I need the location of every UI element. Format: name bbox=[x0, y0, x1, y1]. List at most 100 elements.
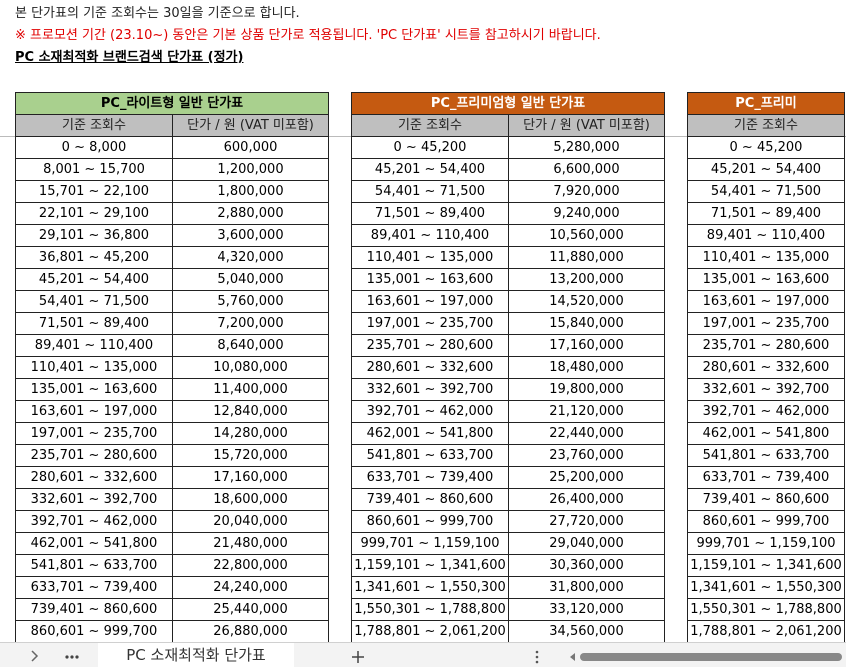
data-row: 999,701 ~ 1,159,100 29,040,000 bbox=[351, 532, 666, 555]
view-range: 71,501 ~ 89,400 bbox=[687, 202, 845, 225]
data-row: 860,601 ~ 999,700 26,880,000 bbox=[15, 620, 330, 643]
sheet-tab[interactable]: PC 소재최적화 단가표 bbox=[98, 643, 294, 667]
price: 11,400,000 bbox=[171, 378, 330, 401]
title-row: PC_프리미 bbox=[687, 92, 845, 115]
next-sheet-button[interactable] bbox=[31, 650, 39, 662]
data-row: 541,801 ~ 633,700 23,760,000 bbox=[351, 444, 666, 467]
price: 7,920,000 bbox=[507, 180, 666, 203]
column-header: 기준 조회수 bbox=[687, 114, 845, 137]
sheet-tab-bar: PC 소재최적화 단가표 bbox=[0, 642, 846, 667]
view-range: 163,601 ~ 197,000 bbox=[687, 290, 845, 313]
data-row: 392,701 ~ 462,000 20,040,000 bbox=[15, 510, 330, 533]
data-row: 163,601 ~ 197,000 12,840,000 bbox=[15, 400, 330, 423]
data-row: 71,501 ~ 89,400 bbox=[687, 202, 845, 225]
scroll-left[interactable] bbox=[570, 653, 575, 661]
view-range: 392,701 ~ 462,000 bbox=[687, 400, 845, 423]
price: 5,760,000 bbox=[171, 290, 330, 313]
view-range: 860,601 ~ 999,700 bbox=[15, 620, 173, 643]
view-range: 89,401 ~ 110,400 bbox=[687, 224, 845, 247]
header-row: 기준 조회수 단가 / 원 (VAT 미포함) bbox=[15, 114, 330, 137]
data-row: 633,701 ~ 739,400 bbox=[687, 466, 845, 489]
price: 14,520,000 bbox=[507, 290, 666, 313]
price: 12,840,000 bbox=[171, 400, 330, 423]
view-range: 462,001 ~ 541,800 bbox=[351, 422, 509, 445]
column-header: 기준 조회수 bbox=[15, 114, 173, 137]
view-range: 235,701 ~ 280,600 bbox=[15, 444, 173, 467]
data-row: 1,341,601 ~ 1,550,300 bbox=[687, 576, 845, 599]
data-row: 110,401 ~ 135,000 10,080,000 bbox=[15, 356, 330, 379]
view-range: 0 ~ 45,200 bbox=[351, 136, 509, 159]
view-range: 633,701 ~ 739,400 bbox=[687, 466, 845, 489]
data-row: 0 ~ 45,200 bbox=[687, 136, 845, 159]
view-range: 45,201 ~ 54,400 bbox=[687, 158, 845, 181]
data-row: 45,201 ~ 54,400 bbox=[687, 158, 845, 181]
price: 26,400,000 bbox=[507, 488, 666, 511]
view-range: 280,601 ~ 332,600 bbox=[15, 466, 173, 489]
price: 13,200,000 bbox=[507, 268, 666, 291]
view-range: 89,401 ~ 110,400 bbox=[15, 334, 173, 357]
view-range: 739,401 ~ 860,600 bbox=[15, 598, 173, 621]
view-range: 29,101 ~ 36,800 bbox=[15, 224, 173, 247]
header-row: 기준 조회수 단가 / 원 (VAT 미포함) bbox=[351, 114, 666, 137]
data-row: 110,401 ~ 135,000 11,880,000 bbox=[351, 246, 666, 269]
view-range: 15,701 ~ 22,100 bbox=[15, 180, 173, 203]
price: 4,320,000 bbox=[171, 246, 330, 269]
price: 23,760,000 bbox=[507, 444, 666, 467]
data-row: 15,701 ~ 22,100 1,800,000 bbox=[15, 180, 330, 203]
price: 600,000 bbox=[171, 136, 330, 159]
scrollbar[interactable] bbox=[580, 653, 842, 661]
data-row: 332,601 ~ 392,700 bbox=[687, 378, 845, 401]
title-row: PC_프리미엄형 일반 단가표 bbox=[350, 92, 666, 115]
view-range: 235,701 ~ 280,600 bbox=[687, 334, 845, 357]
more-sheets-button[interactable] bbox=[65, 655, 79, 659]
data-row: 163,601 ~ 197,000 bbox=[687, 290, 845, 313]
view-range: 54,401 ~ 71,500 bbox=[351, 180, 509, 203]
price: 5,040,000 bbox=[171, 268, 330, 291]
view-range: 541,801 ~ 633,700 bbox=[15, 554, 173, 577]
column-header: 단가 / 원 (VAT 미포함) bbox=[507, 114, 666, 137]
title-row: PC_라이트형 일반 단가표 bbox=[14, 92, 330, 115]
data-row: 0 ~ 45,200 5,280,000 bbox=[351, 136, 666, 159]
data-row: 89,401 ~ 110,400 bbox=[687, 224, 845, 247]
add-sheet-button[interactable] bbox=[352, 651, 364, 663]
price: 3,600,000 bbox=[171, 224, 330, 247]
price: 17,160,000 bbox=[507, 334, 666, 357]
data-row: 332,601 ~ 392,700 19,800,000 bbox=[351, 378, 666, 401]
table-title: PC_프리미 bbox=[687, 92, 845, 115]
view-range: 110,401 ~ 135,000 bbox=[15, 356, 173, 379]
heading: PC 소재최적화 브랜드검색 단가표 (정가) bbox=[15, 50, 244, 65]
data-row: 54,401 ~ 71,500 bbox=[687, 180, 845, 203]
data-row: 110,401 ~ 135,000 bbox=[687, 246, 845, 269]
data-row: 739,401 ~ 860,600 26,400,000 bbox=[351, 488, 666, 511]
price: 2,880,000 bbox=[171, 202, 330, 225]
price: 11,880,000 bbox=[507, 246, 666, 269]
view-range: 54,401 ~ 71,500 bbox=[15, 290, 173, 313]
view-range: 392,701 ~ 462,000 bbox=[351, 400, 509, 423]
header-row: 기준 조회수 bbox=[687, 114, 845, 137]
price: 27,720,000 bbox=[507, 510, 666, 533]
data-row: 135,001 ~ 163,600 11,400,000 bbox=[15, 378, 330, 401]
view-range: 0 ~ 8,000 bbox=[15, 136, 173, 159]
data-row: 29,101 ~ 36,800 3,600,000 bbox=[15, 224, 330, 247]
data-row: 22,101 ~ 29,100 2,880,000 bbox=[15, 202, 330, 225]
view-range: 22,101 ~ 29,100 bbox=[15, 202, 173, 225]
options-button[interactable] bbox=[535, 650, 539, 664]
view-range: 332,601 ~ 392,700 bbox=[351, 378, 509, 401]
data-row: 1,550,301 ~ 1,788,800 33,120,000 bbox=[351, 598, 666, 621]
data-row: 739,401 ~ 860,600 25,440,000 bbox=[15, 598, 330, 621]
view-range: 633,701 ~ 739,400 bbox=[351, 466, 509, 489]
view-range: 45,201 ~ 54,400 bbox=[15, 268, 173, 291]
view-range: 197,001 ~ 235,700 bbox=[687, 312, 845, 335]
data-row: 462,001 ~ 541,800 21,480,000 bbox=[15, 532, 330, 555]
view-range: 280,601 ~ 332,600 bbox=[351, 356, 509, 379]
view-range: 462,001 ~ 541,800 bbox=[687, 422, 845, 445]
price: 25,200,000 bbox=[507, 466, 666, 489]
data-row: 1,341,601 ~ 1,550,300 31,800,000 bbox=[351, 576, 666, 599]
price: 7,200,000 bbox=[171, 312, 330, 335]
view-range: 235,701 ~ 280,600 bbox=[351, 334, 509, 357]
price: 18,600,000 bbox=[171, 488, 330, 511]
note: 본 단가표의 기준 조회수는 30일을 기준으로 합니다. bbox=[15, 6, 300, 21]
view-range: 71,501 ~ 89,400 bbox=[351, 202, 509, 225]
price: 24,240,000 bbox=[171, 576, 330, 599]
price: 1,200,000 bbox=[171, 158, 330, 181]
